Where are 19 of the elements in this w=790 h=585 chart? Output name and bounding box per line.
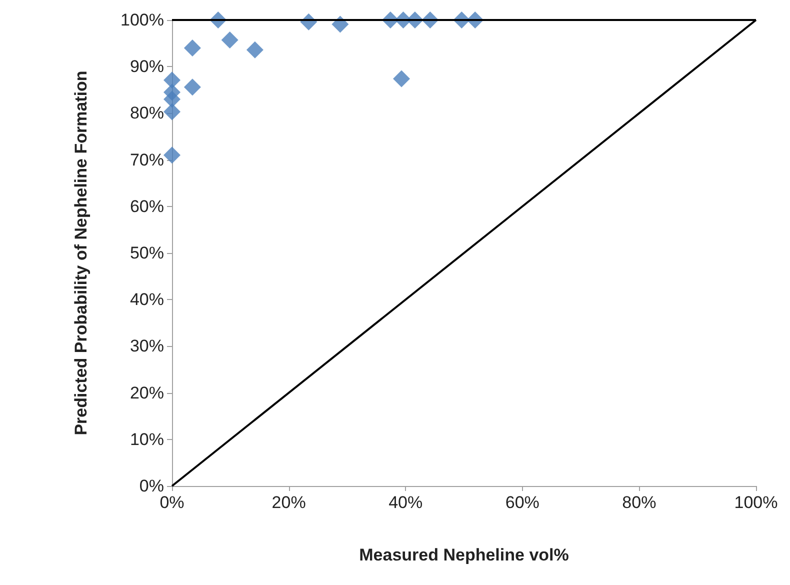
y-tick-label: 0% xyxy=(139,476,164,496)
y-tick-label: 80% xyxy=(130,104,164,123)
x-axis-title: Measured Nepheline vol% xyxy=(359,546,569,564)
x-tick-label: 20% xyxy=(272,493,306,512)
y-tick-label: 90% xyxy=(130,57,164,76)
y-tick-label: 50% xyxy=(130,244,164,262)
x-tick-label: 60% xyxy=(505,493,540,512)
y-tick-label: 10% xyxy=(130,430,164,449)
y-tick-label: 20% xyxy=(130,383,164,402)
x-tick-label: 0% xyxy=(160,493,184,512)
y-tick-label: 100% xyxy=(120,10,164,30)
y-tick-label: 40% xyxy=(130,290,164,310)
y-tick-label: 60% xyxy=(130,196,164,216)
y-tick-label: 30% xyxy=(130,336,164,356)
x-tick-label: 100% xyxy=(734,493,778,512)
y-axis-title: Predicted Probability of Nepheline Formation xyxy=(72,70,90,436)
x-tick-label: 80% xyxy=(622,493,656,512)
x-tick-label: 40% xyxy=(388,493,423,512)
y-tick-label: 70% xyxy=(130,150,164,170)
